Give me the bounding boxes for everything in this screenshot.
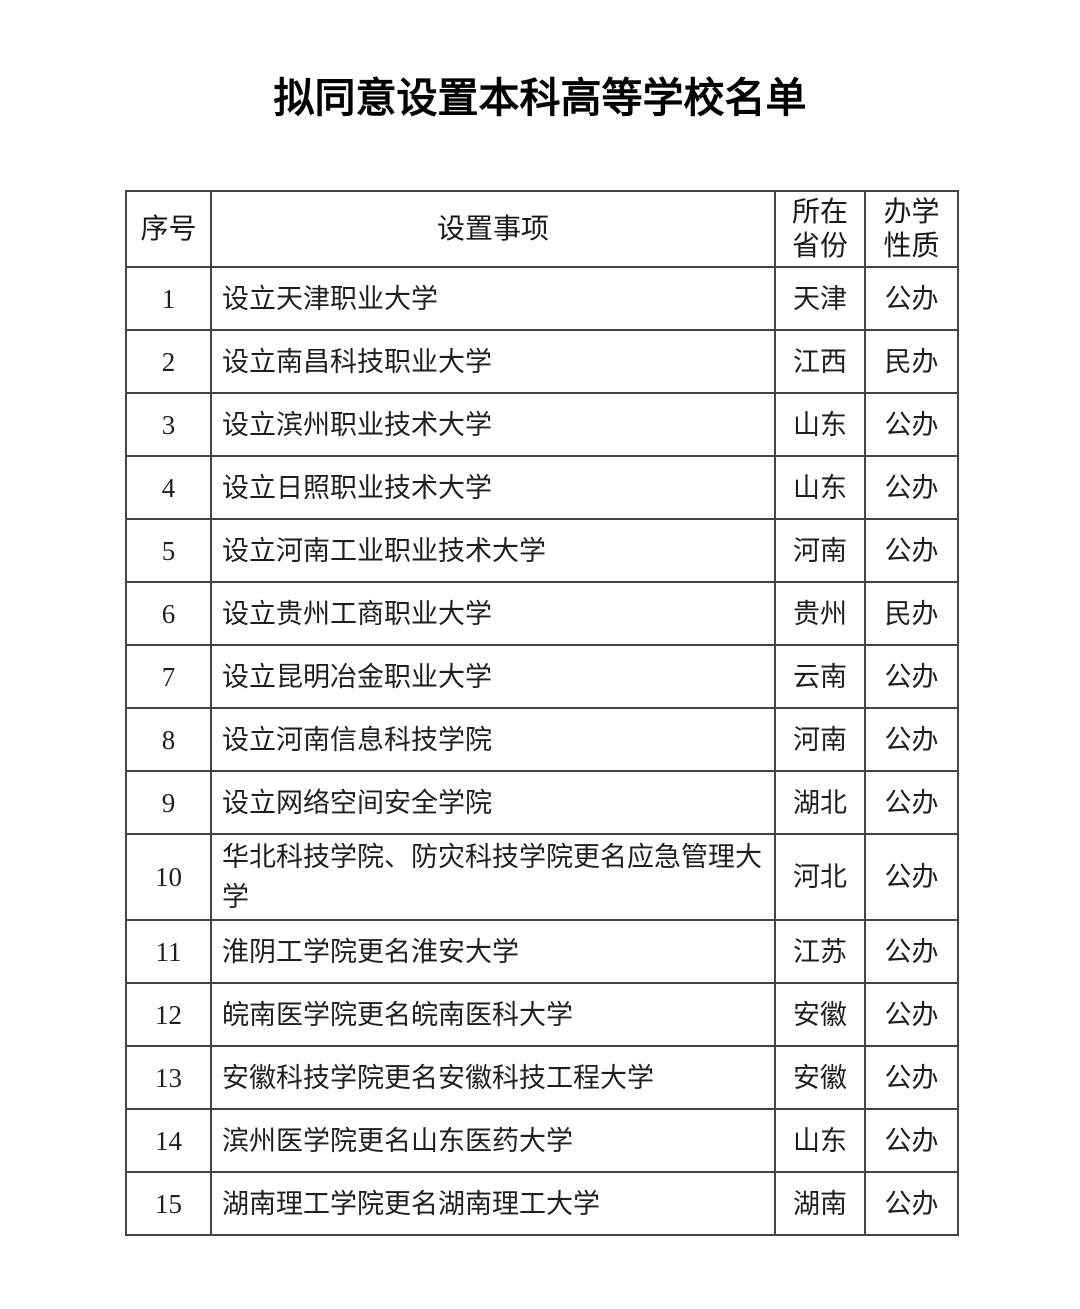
table-row: 15 湖南理工学院更名湖南理工大学 湖南 公办 [125,1171,959,1236]
school-type-cell: 公办 [864,392,959,457]
column-header-type: 办学 性质 [864,190,959,268]
setup-item-cell: 设立河南信息科技学院 [210,707,776,772]
province-cell: 湖北 [774,770,866,835]
province-cell: 安徽 [774,1045,866,1110]
province-cell: 云南 [774,644,866,709]
row-number-cell: 1 [125,266,212,331]
row-number-cell: 4 [125,455,212,520]
table-row: 14 滨州医学院更名山东医药大学 山东 公办 [125,1108,959,1173]
school-type-cell: 公办 [864,982,959,1047]
setup-item-cell: 设立日照职业技术大学 [210,455,776,520]
province-cell: 江西 [774,329,866,394]
column-header-province: 所在 省份 [774,190,866,268]
row-number-cell: 13 [125,1045,212,1110]
setup-item-cell: 设立网络空间安全学院 [210,770,776,835]
column-header-item-label: 设置事项 [436,213,549,244]
setup-item-cell: 淮阴工学院更名淮安大学 [210,919,776,984]
row-number-cell: 12 [125,982,212,1047]
table-row: 12 皖南医学院更名皖南医科大学 安徽 公办 [125,982,959,1047]
province-cell: 山东 [774,1108,866,1173]
school-type-cell: 民办 [864,329,959,394]
province-cell: 江苏 [774,919,866,984]
province-cell: 山东 [774,455,866,520]
row-number-cell: 14 [125,1108,212,1173]
setup-item-cell: 设立南昌科技职业大学 [210,329,776,394]
province-cell: 安徽 [774,982,866,1047]
table-row: 2 设立南昌科技职业大学 江西 民办 [125,329,959,394]
column-header-type-line2: 性质 [883,230,940,261]
province-cell: 贵州 [774,581,866,646]
table-body: 1 设立天津职业大学 天津 公办 2 设立南昌科技职业大学 江西 民办 3 设立滨州职业技术大学山… [125,266,959,1236]
row-number-cell: 7 [125,644,212,709]
setup-item-cell: 设立贵州工商职业大学 [210,581,776,646]
table-row: 9 设立网络空间安全学院 湖北 公办 [125,770,959,835]
row-number-cell: 5 [125,518,212,583]
school-type-cell: 公办 [864,518,959,583]
school-type-cell: 公办 [864,1171,959,1236]
school-type-cell: 公办 [864,1045,959,1110]
row-number-cell: 6 [125,581,212,646]
row-number-cell: 15 [125,1171,212,1236]
school-type-cell: 公办 [864,919,959,984]
column-header-item: 设置事项 [210,190,776,268]
column-header-no: 序号 [125,190,212,268]
setup-item-cell: 滨州医学院更名山东医药大学 [210,1108,776,1173]
page-title: 拟同意设置本科高等学校名单 [273,75,807,121]
school-type-cell: 公办 [864,833,959,921]
row-number-cell: 11 [125,919,212,984]
setup-item-cell: 设立昆明冶金职业大学 [210,644,776,709]
setup-item-cell: 设立天津职业大学 [210,266,776,331]
table-row: 5 设立河南工业职业技术大学 河南 公办 [125,518,959,583]
province-cell: 湖南 [774,1171,866,1236]
setup-item-cell: 华北科技学院、防灾科技学院更名应急管理大学 [210,833,776,921]
province-cell: 河南 [774,707,866,772]
table-row: 11 淮阴工学院更名淮安大学 江苏 公办 [125,919,959,984]
table-row: 3 设立滨州职业技术大学 山东 公办 [125,392,959,457]
school-type-cell: 公办 [864,455,959,520]
school-type-cell: 公办 [864,707,959,772]
setup-item-cell: 湖南理工学院更名湖南理工大学 [210,1171,776,1236]
setup-item-cell: 设立滨州职业技术大学 [210,392,776,457]
approval-table: 序号 设置事项 所在 省份 办学 性质 1 设立天津职业大学 天津 公办 2 设立南昌科技… [125,190,959,1236]
table-row: 8 设立河南信息科技学院 河南 公办 [125,707,959,772]
column-header-province-line2: 省份 [791,230,848,261]
row-number-cell: 3 [125,392,212,457]
header-row: 序号 设置事项 所在 省份 办学 性质 [125,190,959,268]
school-type-cell: 民办 [864,581,959,646]
school-type-cell: 公办 [864,644,959,709]
table-row: 1 设立天津职业大学 天津 公办 [125,266,959,331]
table-row: 4 设立日照职业技术大学 山东 公办 [125,455,959,520]
row-number-cell: 9 [125,770,212,835]
column-header-type-line1: 办学 [883,196,940,227]
row-number-cell: 8 [125,707,212,772]
province-cell: 山东 [774,392,866,457]
column-header-no-label: 序号 [140,213,197,244]
setup-item-cell: 皖南医学院更名皖南医科大学 [210,982,776,1047]
province-cell: 河北 [774,833,866,921]
setup-item-cell: 设立河南工业职业技术大学 [210,518,776,583]
table-row: 10 华北科技学院、防灾科技学院更名应急管理大学 河北 公办 [125,833,959,921]
column-header-province-line1: 所在 [791,196,848,227]
row-number-cell: 2 [125,329,212,394]
table-row: 13 安徽科技学院更名安徽科技工程大学 安徽 公办 [125,1045,959,1110]
row-number-cell: 10 [125,833,212,921]
table-row: 6 设立贵州工商职业大学 贵州 民办 [125,581,959,646]
setup-item-cell: 安徽科技学院更名安徽科技工程大学 [210,1045,776,1110]
table-row: 7 设立昆明冶金职业大学 云南 公办 [125,644,959,709]
province-cell: 天津 [774,266,866,331]
school-type-cell: 公办 [864,770,959,835]
school-type-cell: 公办 [864,1108,959,1173]
school-type-cell: 公办 [864,266,959,331]
province-cell: 河南 [774,518,866,583]
